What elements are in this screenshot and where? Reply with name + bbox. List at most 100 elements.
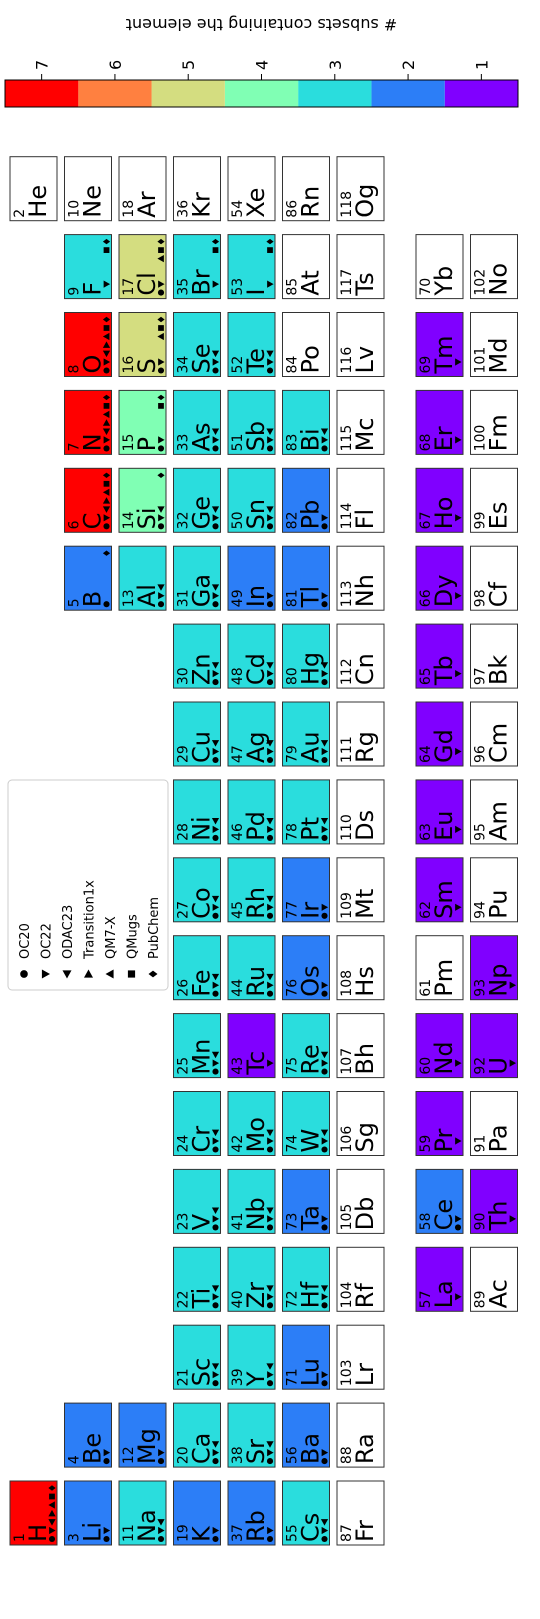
dataset-marker — [321, 1535, 328, 1543]
atomic-number: 3 — [67, 1533, 83, 1542]
atomic-number: 107 — [339, 1048, 355, 1075]
atomic-number: 51 — [230, 434, 246, 452]
atomic-number: 56 — [285, 1446, 301, 1464]
atomic-number: 6 — [67, 520, 83, 529]
atomic-number: 41 — [230, 1213, 246, 1231]
element-cell — [470, 389, 518, 455]
atomic-number: 95 — [473, 823, 489, 841]
atomic-number: 47 — [230, 745, 246, 763]
element-symbol: Mo — [242, 1117, 270, 1152]
dataset-marker — [267, 670, 274, 678]
element-cell — [173, 312, 221, 377]
dataset-marker — [211, 1051, 220, 1059]
dataset-marker — [455, 903, 462, 911]
dataset-marker — [266, 834, 274, 841]
dataset-marker — [103, 445, 110, 452]
dataset-marker — [321, 825, 329, 833]
legend-marker — [62, 970, 72, 979]
colorbar-tick-label: 3 — [326, 60, 345, 70]
atomic-number: 29 — [176, 745, 192, 763]
element-cell — [415, 701, 464, 767]
atomic-number: 108 — [339, 970, 355, 997]
dataset-marker — [321, 903, 329, 911]
element-cell — [415, 234, 464, 300]
atomic-number: 100 — [473, 425, 489, 452]
element-cell — [336, 779, 385, 845]
dataset-marker — [266, 428, 274, 435]
atomic-number: 69 — [418, 356, 434, 374]
element-symbol: Pu — [485, 890, 513, 919]
dataset-marker — [157, 367, 165, 374]
atomic-number: 104 — [339, 1281, 355, 1308]
element-cell — [173, 234, 221, 300]
dataset-marker — [211, 238, 220, 245]
element-symbol: Rn — [297, 186, 325, 218]
element-cell — [415, 389, 464, 455]
element-symbol: Xe — [242, 188, 270, 218]
element-symbol: Ce — [430, 1199, 458, 1231]
element-cell — [415, 467, 464, 533]
element-symbol: Nh — [351, 574, 379, 607]
dataset-marker — [158, 325, 164, 331]
element-cell — [173, 389, 221, 455]
dataset-marker — [266, 523, 274, 530]
element-symbol: Pd — [242, 811, 270, 841]
atomic-number: 60 — [418, 1057, 434, 1075]
dataset-marker — [320, 428, 329, 435]
atomic-number: 53 — [230, 278, 246, 296]
element-symbol: Cr — [188, 1126, 216, 1153]
element-cell — [173, 545, 221, 611]
element-cell — [282, 623, 330, 689]
dataset-marker — [157, 1535, 165, 1543]
atomic-number: 27 — [176, 901, 192, 919]
dataset-marker — [212, 592, 220, 600]
element-symbol: B — [79, 591, 107, 607]
dataset-marker — [266, 1224, 274, 1231]
element-symbol: Pa — [485, 1124, 513, 1152]
dataset-marker — [267, 514, 274, 522]
element-symbol: Mn — [188, 1039, 216, 1075]
atomic-number: 39 — [230, 1368, 246, 1386]
dataset-marker — [267, 436, 274, 444]
atomic-number: 86 — [285, 200, 301, 218]
atomic-number: 33 — [176, 434, 192, 452]
element-cell — [227, 1324, 276, 1390]
dataset-marker — [321, 981, 329, 989]
dataset-marker — [49, 1526, 56, 1535]
element-symbol: O — [79, 355, 107, 374]
element-cell — [282, 701, 330, 767]
element-symbol: Ir — [297, 902, 325, 919]
element-symbol: Ca — [188, 1433, 216, 1464]
element-symbol: Os — [297, 965, 325, 996]
dataset-marker — [157, 506, 165, 513]
dataset-marker — [102, 428, 111, 435]
dataset-marker — [455, 592, 462, 600]
dataset-marker — [266, 601, 274, 608]
element-symbol: Pm — [430, 959, 458, 997]
element-symbol: Pr — [430, 1128, 458, 1152]
element-symbol: Eu — [430, 811, 458, 841]
element-symbol: V — [188, 1213, 216, 1230]
dataset-marker — [321, 912, 328, 919]
atomic-number: 42 — [230, 1135, 246, 1153]
dataset-marker — [212, 1302, 219, 1309]
atomic-number: 14 — [121, 511, 137, 529]
element-cell — [336, 1480, 385, 1546]
atomic-number: 116 — [339, 347, 355, 374]
element-symbol: At — [297, 270, 325, 295]
atomic-number: 90 — [473, 1213, 489, 1231]
dataset-marker — [212, 436, 220, 444]
element-symbol: Dy — [430, 575, 458, 608]
dataset-marker — [321, 514, 329, 522]
element-symbol: Co — [188, 887, 216, 918]
element-cell — [282, 1402, 330, 1468]
atomic-number: 112 — [339, 658, 355, 685]
dataset-marker — [321, 523, 328, 530]
element-cell — [227, 234, 276, 300]
dataset-marker — [103, 1449, 111, 1457]
atomic-number: 11 — [121, 1524, 137, 1542]
dataset-marker — [455, 1137, 462, 1145]
atomic-number: 85 — [285, 278, 301, 296]
dataset-marker — [266, 1458, 274, 1465]
